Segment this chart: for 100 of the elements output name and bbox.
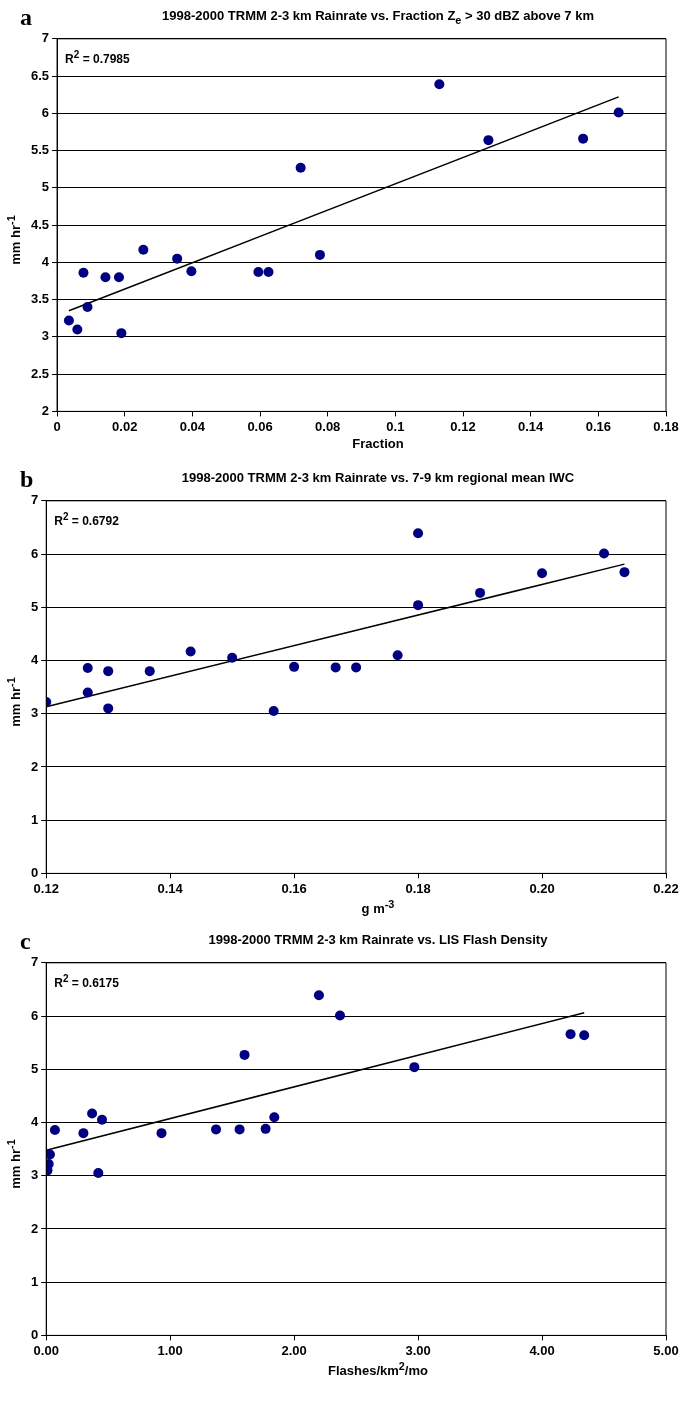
point xyxy=(138,244,149,255)
point xyxy=(93,1168,104,1179)
text: a xyxy=(20,4,32,31)
point xyxy=(579,1030,590,1041)
point xyxy=(186,266,197,277)
point xyxy=(268,706,279,717)
point xyxy=(97,1114,108,1125)
point xyxy=(103,666,114,677)
y-tick-label: 6 xyxy=(31,545,39,561)
point xyxy=(227,652,238,663)
y-tick-label: 7 xyxy=(31,492,39,508)
y-tick-label: 2.5 xyxy=(30,365,50,381)
x-tick-label: 0.06 xyxy=(247,418,273,434)
point xyxy=(335,1010,345,1021)
x-tick-label: 0.16 xyxy=(281,880,307,896)
annotation: R$^{2}$ = 0.7985 xyxy=(65,48,130,66)
point xyxy=(100,272,111,283)
point xyxy=(82,662,93,673)
y-tick-label: 5.5 xyxy=(30,142,50,158)
y-tick-label: 4 xyxy=(31,1114,39,1130)
y-tick-label: 6 xyxy=(31,1007,39,1023)
point xyxy=(113,272,124,283)
x-tick-label: 0.14 xyxy=(518,418,545,434)
y-tick-label: 2 xyxy=(31,758,39,774)
x-tick-label: 0.02 xyxy=(112,418,138,434)
point xyxy=(49,1124,60,1135)
y-tick-label: 3 xyxy=(41,328,50,344)
point xyxy=(63,315,74,326)
point xyxy=(263,267,274,278)
y-tick-label: 4 xyxy=(41,253,50,269)
y-tick-label: 7 xyxy=(31,954,39,970)
y-tick-label: 4.5 xyxy=(30,216,50,232)
point xyxy=(253,267,264,278)
point xyxy=(613,107,624,118)
point xyxy=(351,662,362,673)
x-tick-label: 1.00 xyxy=(157,1342,183,1358)
x-tick-label: 5.00 xyxy=(653,1342,679,1358)
y-tick-label: 6.5 xyxy=(30,67,50,83)
point xyxy=(78,267,89,278)
y-tick-label: 1 xyxy=(31,1273,39,1289)
point xyxy=(156,1128,167,1139)
point xyxy=(172,253,183,264)
x-tick-label: 0.08 xyxy=(315,418,341,434)
point xyxy=(565,1029,576,1040)
point xyxy=(260,1123,271,1134)
point xyxy=(537,568,548,579)
point xyxy=(78,1128,89,1139)
point xyxy=(211,1124,222,1135)
point xyxy=(578,133,589,144)
chart-title: 1998-2000 TRMM 2-3 km Rainrate vs. Fraction Z$_{e}$ > 30 dBZ above 7 km xyxy=(161,8,595,26)
point xyxy=(82,687,93,698)
y-tick-label: 7 xyxy=(41,30,50,46)
y-tick-label: 1 xyxy=(31,811,39,827)
x-tick-label: 0.20 xyxy=(529,880,555,896)
point xyxy=(185,646,196,657)
x-tick-label: 0.04 xyxy=(179,418,206,434)
point xyxy=(392,650,403,661)
x-tick-label: 4.00 xyxy=(529,1342,555,1358)
point xyxy=(330,662,341,673)
x-tick-label: 0.18 xyxy=(405,880,431,896)
x-tick-label: 0.16 xyxy=(585,418,611,434)
x-axis-title: Fraction xyxy=(351,436,405,451)
point xyxy=(599,548,610,559)
x-tick-label: 0.00 xyxy=(33,1342,59,1358)
y-tick-label: 5 xyxy=(41,179,50,195)
point xyxy=(434,79,445,90)
x-axis-title: g m$^{-3}$ xyxy=(360,898,396,917)
x-tick-label: 0 xyxy=(53,418,61,434)
point xyxy=(409,1062,420,1073)
point xyxy=(72,324,83,335)
x-tick-label: 0.12 xyxy=(450,418,476,434)
y-tick-label: 6 xyxy=(41,104,50,120)
x-tick-label: 2.00 xyxy=(281,1342,307,1358)
x-tick-label: 3.00 xyxy=(405,1342,431,1358)
x-tick-label: 0.12 xyxy=(33,880,59,896)
point xyxy=(314,249,325,260)
point xyxy=(475,587,486,598)
point xyxy=(313,990,324,1001)
y-tick-label: 5 xyxy=(31,1060,39,1076)
chart-title: 1998-2000 TRMM 2-3 km Rainrate vs. 7-9 km regional mean IWC xyxy=(180,470,576,485)
x-tick-label: 0.1 xyxy=(386,418,405,434)
y-tick-label: 3 xyxy=(31,705,39,721)
point xyxy=(116,328,127,339)
annotation: R$^{2}$ = 0.6792 xyxy=(54,510,119,528)
point xyxy=(82,302,93,313)
text: b xyxy=(20,466,34,493)
y-tick-label: 3.5 xyxy=(30,291,50,307)
y-tick-label: 0 xyxy=(31,1326,39,1342)
point xyxy=(234,1124,245,1135)
y-tick-label: 2 xyxy=(41,402,50,418)
point xyxy=(619,567,630,578)
point xyxy=(413,528,424,539)
y-tick-label: 3 xyxy=(31,1167,39,1183)
x-axis-title: Flashes/km$^{2}$/mo xyxy=(327,1360,429,1379)
annotation: R$^{2}$ = 0.6175 xyxy=(54,972,119,990)
chart-title: 1998-2000 TRMM 2-3 km Rainrate vs. LIS Flash Density xyxy=(207,932,549,947)
point xyxy=(295,162,306,173)
y-tick-label: 0 xyxy=(31,864,39,880)
x-tick-label: 0.18 xyxy=(653,418,679,434)
point xyxy=(289,661,300,672)
